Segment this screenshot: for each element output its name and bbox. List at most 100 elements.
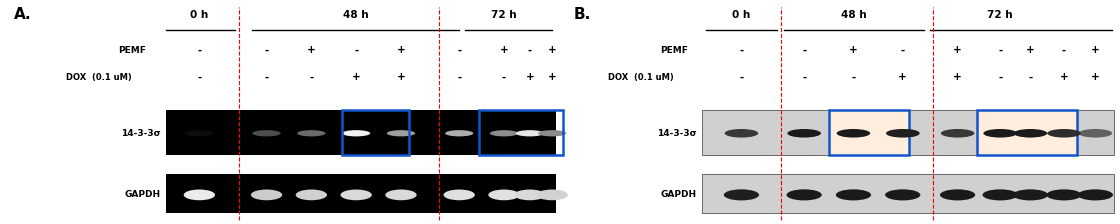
- Ellipse shape: [1047, 129, 1081, 138]
- Ellipse shape: [787, 129, 821, 138]
- Text: 48 h: 48 h: [841, 10, 866, 20]
- Text: +: +: [396, 72, 405, 82]
- Ellipse shape: [886, 129, 920, 138]
- Text: +: +: [1091, 72, 1100, 82]
- Text: -: -: [197, 45, 202, 55]
- Ellipse shape: [1014, 129, 1047, 138]
- Text: -: -: [998, 45, 1002, 55]
- Ellipse shape: [386, 130, 416, 136]
- Ellipse shape: [983, 129, 1017, 138]
- Text: -: -: [197, 72, 202, 82]
- Text: DOX  (0.1 uM): DOX (0.1 uM): [608, 73, 674, 82]
- Text: +: +: [898, 72, 907, 82]
- Bar: [977, 110, 1077, 155]
- Text: -: -: [502, 72, 506, 82]
- Text: -: -: [739, 45, 744, 55]
- Text: +: +: [1060, 72, 1068, 82]
- Ellipse shape: [297, 130, 326, 136]
- Text: +: +: [352, 72, 361, 82]
- Ellipse shape: [385, 190, 417, 200]
- Ellipse shape: [251, 190, 282, 200]
- Ellipse shape: [488, 190, 520, 200]
- Ellipse shape: [724, 189, 759, 200]
- Ellipse shape: [514, 190, 545, 200]
- Text: -: -: [264, 45, 269, 55]
- Ellipse shape: [538, 130, 567, 136]
- Text: -: -: [354, 45, 358, 55]
- Ellipse shape: [342, 130, 371, 136]
- Text: +: +: [953, 72, 962, 82]
- Text: +: +: [500, 45, 508, 55]
- Ellipse shape: [1014, 129, 1047, 138]
- Ellipse shape: [837, 129, 870, 138]
- Ellipse shape: [725, 129, 758, 138]
- Ellipse shape: [786, 189, 822, 200]
- Text: GAPDH: GAPDH: [661, 190, 697, 199]
- Ellipse shape: [444, 190, 475, 200]
- Ellipse shape: [885, 189, 921, 200]
- Ellipse shape: [982, 189, 1018, 200]
- Bar: [702, 174, 1114, 213]
- Text: +: +: [548, 72, 557, 82]
- Text: +: +: [396, 45, 405, 55]
- Text: 72 h: 72 h: [492, 10, 516, 20]
- Ellipse shape: [836, 189, 871, 200]
- Text: +: +: [525, 72, 534, 82]
- Text: -: -: [1062, 45, 1066, 55]
- Text: DOX  (0.1 uM): DOX (0.1 uM): [66, 73, 132, 82]
- Text: PEMF: PEMF: [660, 46, 688, 55]
- Bar: [342, 110, 409, 155]
- Ellipse shape: [340, 190, 372, 200]
- Text: -: -: [802, 45, 806, 55]
- Text: +: +: [307, 45, 316, 55]
- Text: -: -: [264, 72, 269, 82]
- Text: -: -: [457, 72, 461, 82]
- Text: -: -: [528, 45, 532, 55]
- Text: B.: B.: [573, 7, 590, 22]
- Ellipse shape: [252, 130, 281, 136]
- Ellipse shape: [489, 130, 519, 136]
- Text: -: -: [739, 72, 744, 82]
- Ellipse shape: [886, 129, 920, 138]
- Text: 0 h: 0 h: [190, 10, 208, 20]
- Text: 0 h: 0 h: [732, 10, 750, 20]
- Text: -: -: [309, 72, 314, 82]
- Text: 14-3-3σ: 14-3-3σ: [121, 129, 160, 138]
- Ellipse shape: [185, 130, 214, 136]
- Text: 14-3-3σ: 14-3-3σ: [657, 129, 697, 138]
- Ellipse shape: [184, 190, 215, 200]
- Ellipse shape: [515, 130, 544, 136]
- Text: -: -: [900, 45, 905, 55]
- Text: -: -: [998, 72, 1002, 82]
- Ellipse shape: [941, 129, 974, 138]
- Text: GAPDH: GAPDH: [124, 190, 160, 199]
- Text: +: +: [849, 45, 858, 55]
- Text: +: +: [1026, 45, 1035, 55]
- Ellipse shape: [1079, 129, 1112, 138]
- Ellipse shape: [940, 189, 976, 200]
- Ellipse shape: [536, 190, 568, 200]
- Text: -: -: [457, 45, 461, 55]
- Bar: [829, 110, 909, 155]
- Ellipse shape: [445, 130, 474, 136]
- Text: +: +: [1091, 45, 1100, 55]
- Ellipse shape: [1077, 189, 1113, 200]
- Ellipse shape: [1046, 189, 1082, 200]
- Text: +: +: [953, 45, 962, 55]
- Bar: [166, 174, 556, 213]
- Text: -: -: [851, 72, 856, 82]
- Text: A.: A.: [13, 7, 31, 22]
- Text: PEMF: PEMF: [118, 46, 146, 55]
- Text: +: +: [548, 45, 557, 55]
- Bar: [166, 110, 556, 155]
- Text: -: -: [1028, 72, 1033, 82]
- Bar: [479, 110, 563, 155]
- Bar: [702, 110, 1114, 155]
- Text: 72 h: 72 h: [988, 10, 1012, 20]
- Ellipse shape: [1012, 189, 1048, 200]
- Ellipse shape: [1047, 129, 1081, 138]
- Text: -: -: [802, 72, 806, 82]
- Text: 48 h: 48 h: [344, 10, 368, 20]
- Ellipse shape: [983, 129, 1017, 138]
- Ellipse shape: [837, 129, 870, 138]
